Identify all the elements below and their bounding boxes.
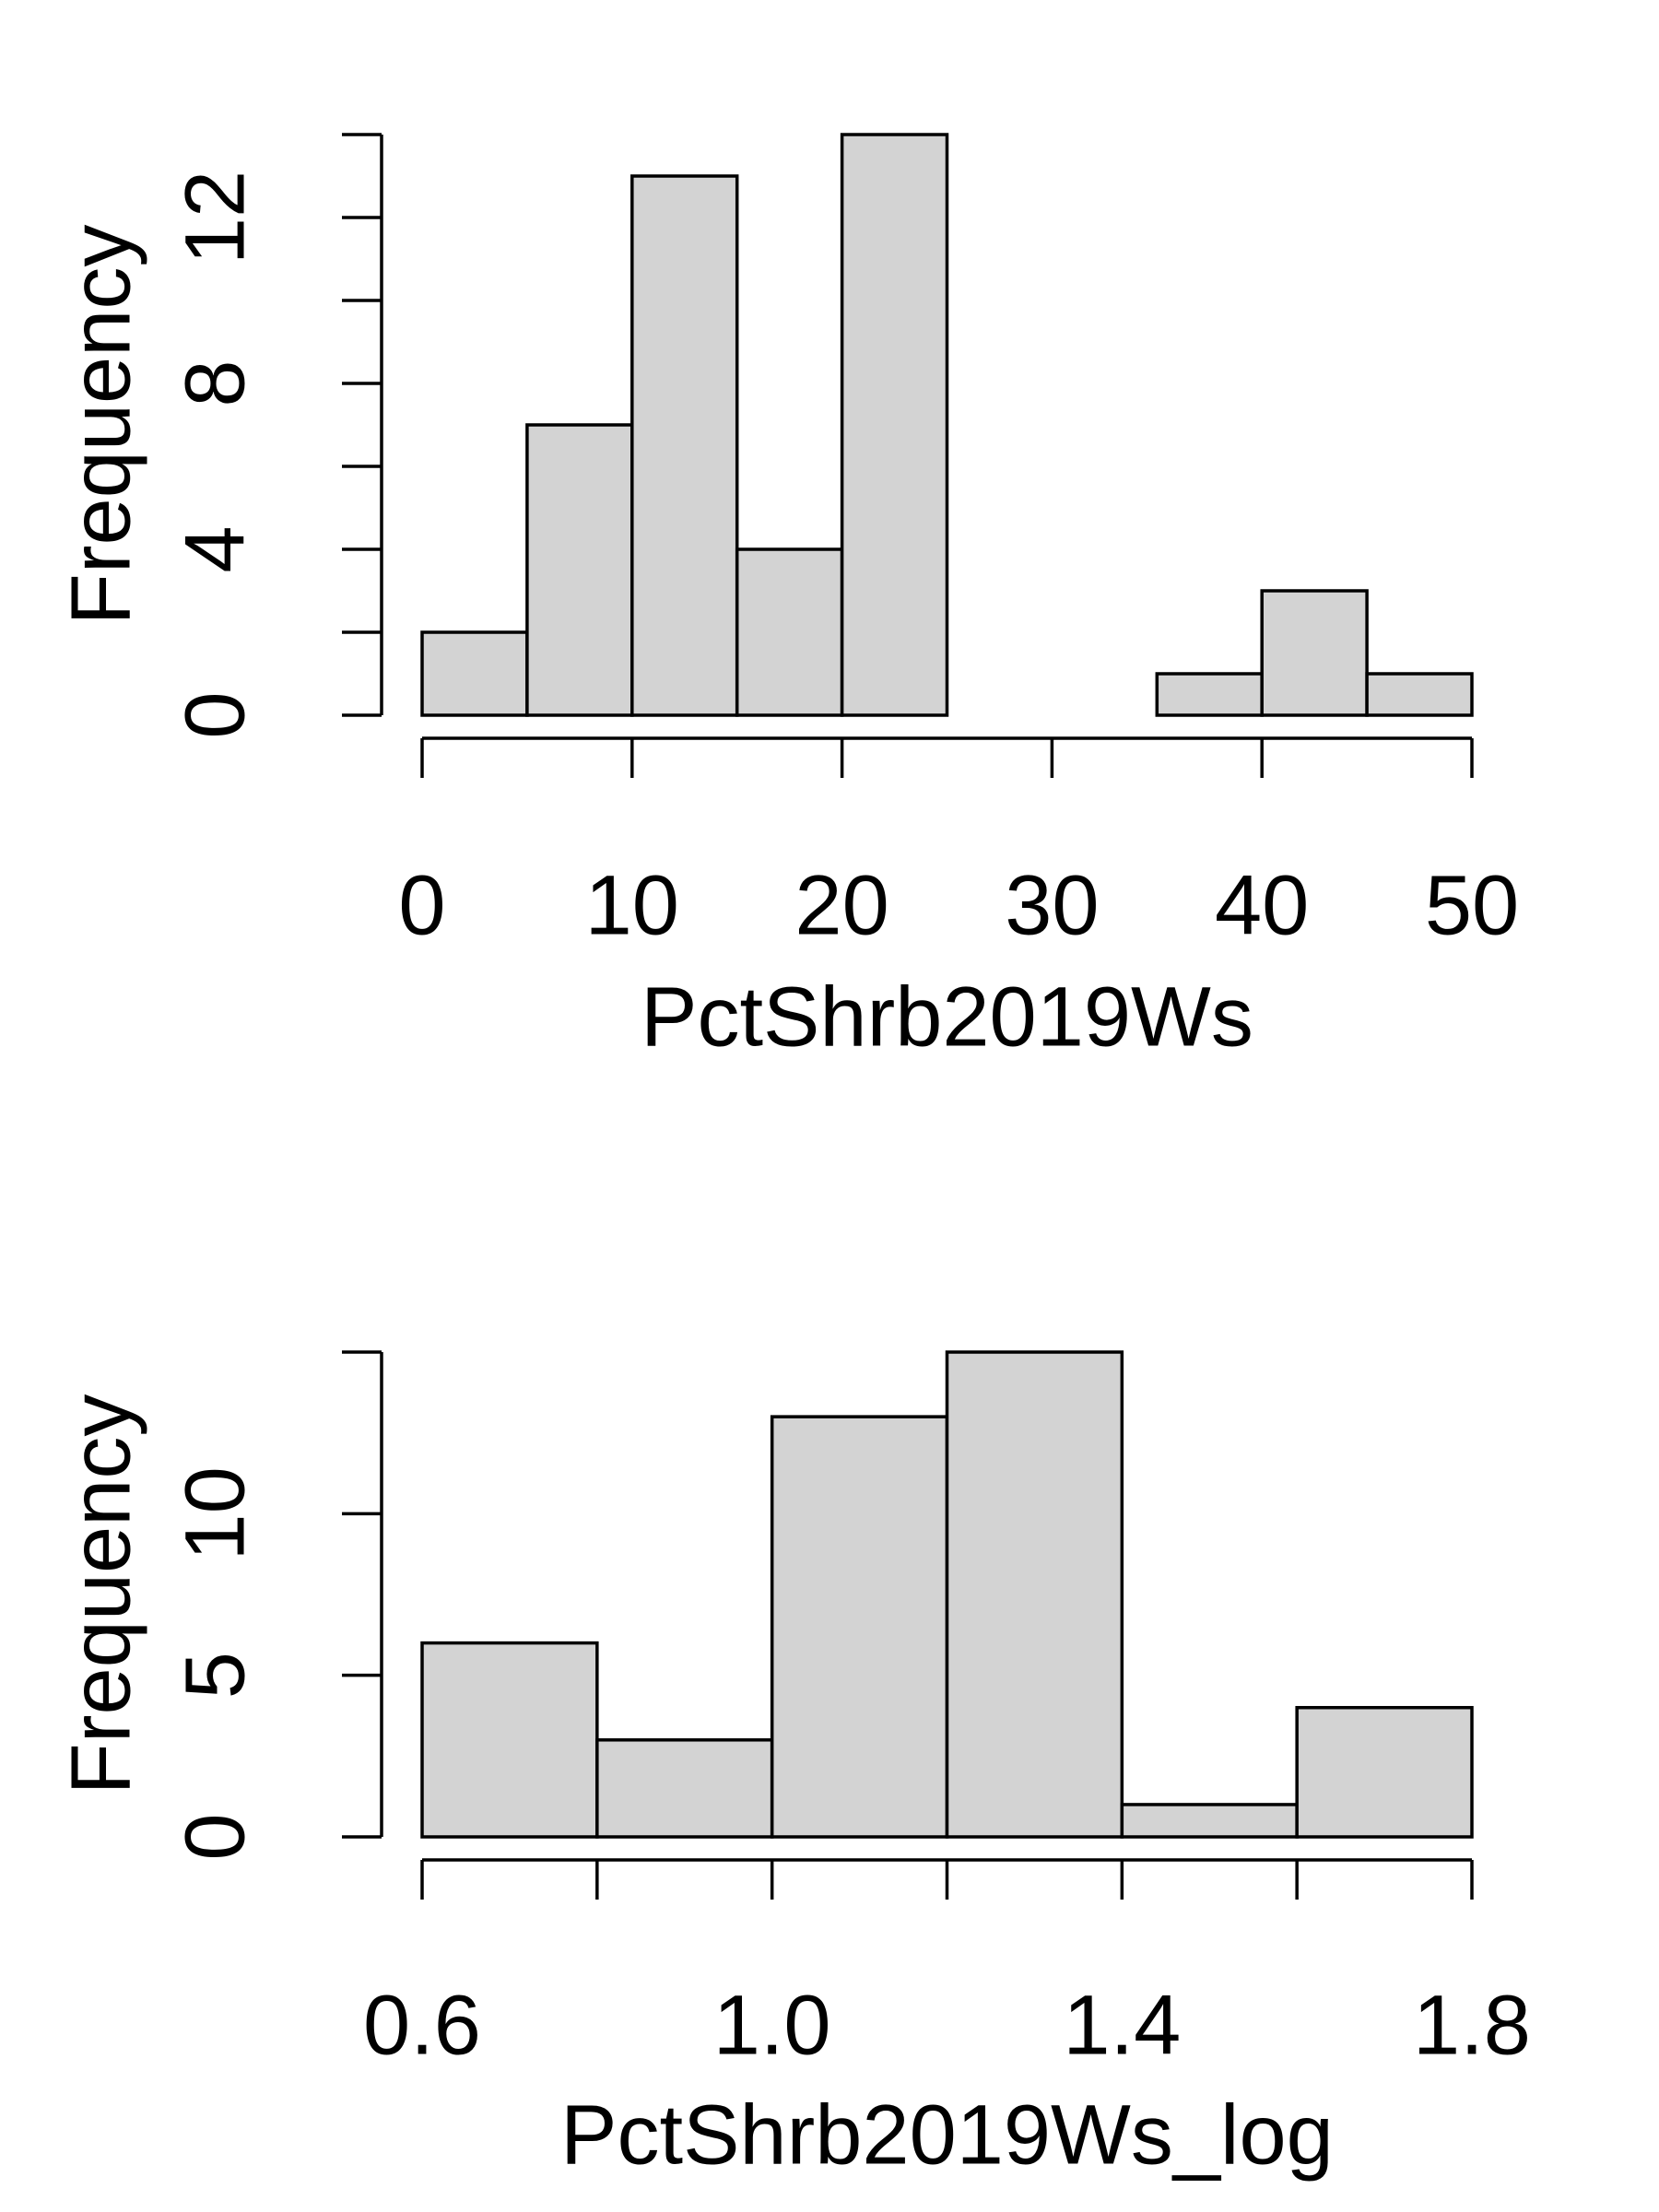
bar (770, 1415, 949, 1839)
bar (735, 547, 844, 717)
bar (525, 423, 634, 717)
x-tick-label: 1.8 (1413, 1978, 1531, 2072)
x-tick-label: 40 (1215, 858, 1309, 952)
bar (1120, 1803, 1299, 1839)
bar (945, 1350, 1124, 1839)
x-tick-label: 0 (398, 858, 445, 952)
bar (840, 133, 949, 717)
x-tick-label: 20 (794, 858, 888, 952)
y-axis-title: Frequency (53, 225, 147, 626)
bar (420, 630, 529, 717)
bar (1365, 672, 1474, 717)
y-tick-label: 5 (168, 1652, 262, 1699)
y-tick-label: 10 (168, 1466, 262, 1560)
bar (1295, 1705, 1474, 1839)
bar (1155, 672, 1264, 717)
x-tick-label: 1.0 (713, 1978, 831, 2072)
x-tick-label: 1.4 (1063, 1978, 1181, 2072)
x-axis-title: PctShrb2019Ws_log (560, 2088, 1334, 2182)
x-tick-label: 50 (1425, 858, 1519, 952)
bar (595, 1738, 774, 1839)
y-tick-label: 0 (168, 1813, 262, 1860)
x-tick-label: 10 (585, 858, 679, 952)
y-axis-title: Frequency (53, 1394, 147, 1795)
x-tick-label: 0.6 (363, 1978, 481, 2072)
x-axis-title: PctShrb2019Ws (641, 970, 1253, 1064)
bar (420, 1641, 599, 1839)
bar (1260, 589, 1369, 717)
y-tick-label: 8 (168, 359, 262, 406)
x-tick-label: 30 (1005, 858, 1099, 952)
y-tick-label: 4 (168, 525, 262, 572)
y-tick-label: 0 (168, 691, 262, 738)
y-tick-label: 12 (168, 171, 262, 265)
bar (630, 174, 739, 717)
